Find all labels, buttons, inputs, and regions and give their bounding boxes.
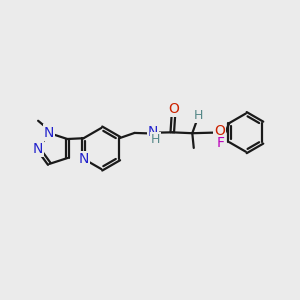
- Text: N: N: [32, 142, 43, 155]
- Text: H: H: [194, 109, 203, 122]
- Text: H: H: [151, 133, 160, 146]
- Text: F: F: [217, 136, 225, 150]
- Text: O: O: [168, 102, 179, 116]
- Text: N: N: [44, 125, 54, 140]
- Text: N: N: [79, 152, 89, 167]
- Text: O: O: [214, 124, 225, 138]
- Text: N: N: [148, 125, 158, 139]
